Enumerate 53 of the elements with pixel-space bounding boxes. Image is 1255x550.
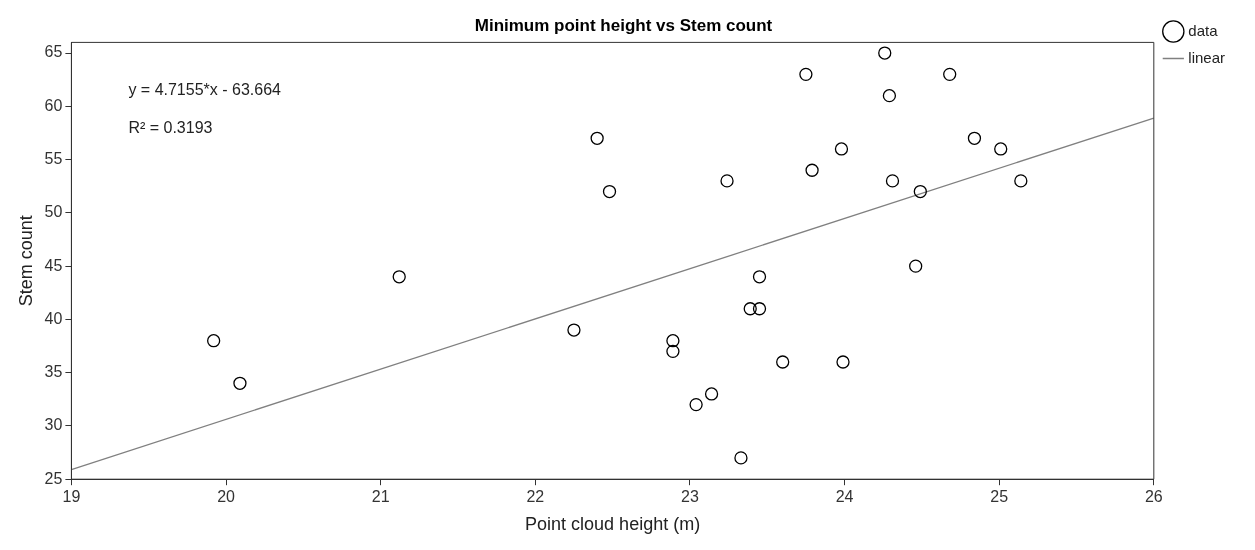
point: [207, 334, 221, 348]
point: [885, 174, 900, 188]
y-axis-title: Stem count: [15, 215, 36, 307]
point: [799, 67, 813, 82]
annotation: R² = 0.3193: [128, 118, 213, 136]
point: [882, 89, 897, 103]
point: [776, 355, 790, 369]
point: [967, 131, 982, 145]
point: [602, 184, 617, 199]
y-tick-label: 35: [44, 363, 63, 381]
point: [704, 387, 719, 401]
x-tick-label: 24: [835, 488, 854, 506]
y-tick-label: 45: [44, 256, 63, 274]
point: [1014, 174, 1028, 188]
point: [805, 163, 819, 177]
y-tick-label: 50: [44, 203, 63, 221]
x-tick-label: 23: [681, 488, 699, 506]
point: [734, 451, 748, 465]
legend-label: data: [1188, 21, 1219, 39]
point: [878, 46, 892, 60]
chart-title: Minimum point height vs Stem count: [474, 15, 773, 35]
y-tick-label: 60: [44, 96, 63, 114]
legend-label: linear: [1188, 48, 1225, 66]
x-tick-label: 21: [371, 488, 390, 506]
point: [752, 270, 767, 284]
x-tick-label: 22: [526, 488, 545, 506]
point: [836, 355, 850, 369]
point: [666, 334, 680, 348]
point: [567, 323, 581, 337]
point: [752, 302, 767, 316]
x-axis-title: Point cloud height (m): [525, 514, 701, 535]
x-tick-label: 26: [1144, 488, 1163, 506]
point: [943, 67, 957, 82]
point: [994, 142, 1008, 156]
x-tick-label: 25: [990, 488, 1009, 506]
point: [913, 184, 927, 199]
y-tick-label: 40: [44, 309, 63, 327]
x-tick-label: 20: [217, 488, 236, 506]
point: [689, 397, 703, 412]
x-tick-label: 19: [62, 488, 81, 506]
y-tick-label: 55: [44, 150, 63, 167]
point: [233, 376, 247, 390]
point: [666, 344, 680, 359]
annotation: y = 4.7155*x - 63.664: [128, 80, 282, 98]
point: [720, 174, 734, 188]
point: [392, 270, 406, 284]
point: [743, 302, 757, 316]
y-tick-label: 65: [44, 43, 63, 61]
point: [909, 259, 923, 273]
y-tick-label: 30: [44, 416, 63, 434]
y-tick-label: 25: [44, 469, 63, 487]
point: [834, 142, 849, 156]
point: [590, 131, 604, 145]
